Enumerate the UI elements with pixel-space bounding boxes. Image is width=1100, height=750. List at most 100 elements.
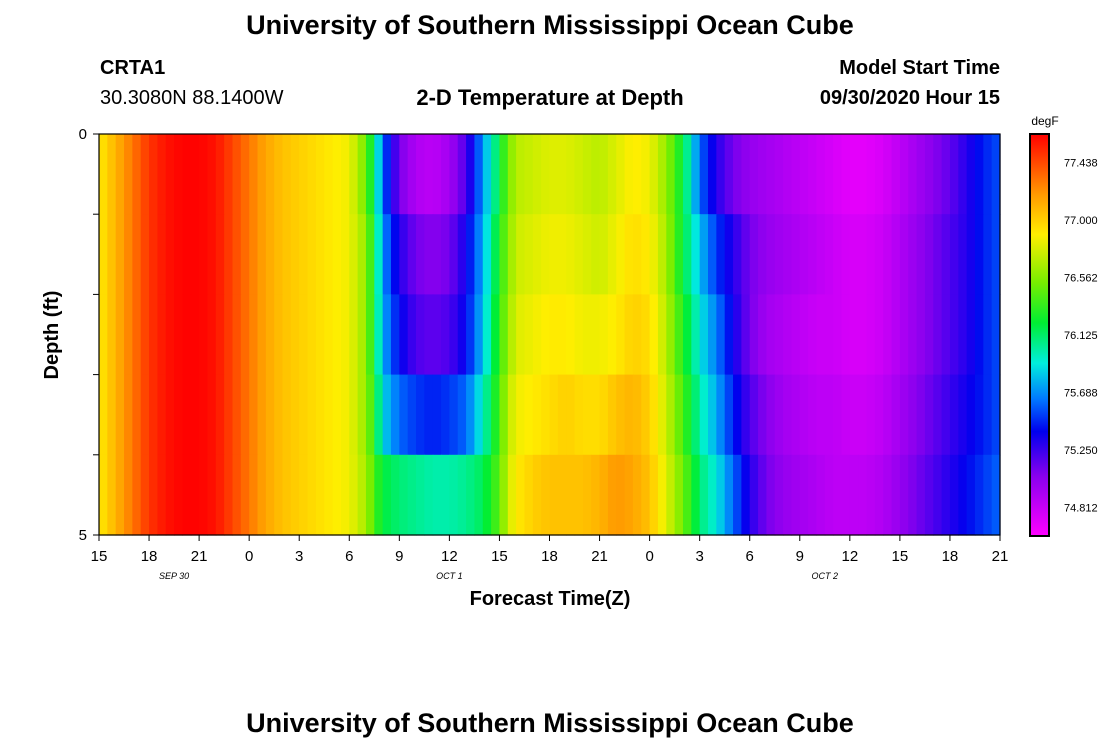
heatmap-cell — [849, 214, 859, 295]
heatmap-cell — [265, 374, 275, 456]
x-tick-label: 18 — [141, 548, 158, 565]
heatmap-cell — [307, 134, 317, 215]
heatmap-cell — [774, 294, 784, 376]
heatmap-cell — [107, 374, 117, 456]
heatmap-cell — [399, 134, 409, 215]
heatmap-cell — [315, 374, 325, 456]
heatmap-cell — [799, 294, 809, 376]
heatmap-cell — [941, 134, 951, 215]
heatmap-cell — [749, 374, 759, 456]
heatmap-cell — [816, 454, 826, 536]
heatmap-cell — [983, 134, 993, 215]
heatmap-cell — [966, 374, 976, 456]
heatmap-cell — [532, 294, 542, 376]
heatmap-cell — [616, 374, 626, 456]
heatmap-cell — [616, 294, 626, 376]
heatmap-cell — [824, 454, 834, 536]
heatmap-cell — [215, 374, 225, 456]
heatmap-cell — [424, 294, 434, 376]
heatmap-cell — [491, 294, 501, 376]
heatmap-cell — [708, 134, 717, 215]
heatmap-cell — [808, 294, 818, 376]
heatmap-cell — [307, 214, 317, 295]
heatmap-cell — [632, 214, 642, 295]
heatmap-cell — [541, 134, 551, 215]
heatmap-cell — [816, 294, 826, 376]
heatmap-cell — [390, 294, 400, 376]
heatmap-cell — [516, 454, 526, 536]
heatmap-cell — [566, 214, 576, 295]
heatmap-cell — [924, 454, 934, 536]
heatmap-cell — [524, 374, 534, 456]
heatmap-cell — [958, 374, 968, 456]
heatmap-cell — [624, 374, 634, 456]
heatmap-cell — [357, 294, 367, 376]
heatmap-cell — [290, 294, 300, 376]
heatmap-cell — [524, 454, 534, 536]
heatmap-cell — [557, 134, 567, 215]
heatmap-cell — [816, 374, 826, 456]
heatmap-cell — [566, 294, 576, 376]
heatmap-cell — [299, 134, 309, 215]
heatmap-cell — [449, 214, 459, 295]
heatmap-cell — [474, 214, 484, 295]
heatmap-cell — [224, 374, 234, 456]
heatmap-cell — [766, 454, 776, 536]
heatmap-cell — [574, 134, 584, 215]
heatmap-cell — [624, 454, 634, 536]
heatmap-cell — [783, 294, 793, 376]
footer-title: University of Southern Mississippi Ocean… — [246, 708, 854, 738]
heatmap-cell — [682, 294, 692, 376]
heatmap-cell — [858, 134, 868, 215]
heatmap-cell — [674, 374, 684, 456]
x-tick-label: 0 — [645, 548, 653, 565]
heatmap-cell — [107, 454, 117, 536]
model-start-label: Model Start Time — [839, 57, 1000, 79]
heatmap-cell — [816, 214, 826, 295]
heatmap-cell — [165, 294, 175, 376]
heatmap-cell — [516, 134, 526, 215]
heatmap-cell — [257, 374, 267, 456]
heatmap-cell — [891, 214, 901, 295]
heatmap-cell — [140, 454, 150, 536]
heatmap-cell — [849, 454, 859, 536]
heatmap-cell — [457, 374, 467, 456]
heatmap-cell — [107, 214, 117, 295]
heatmap-cell — [974, 454, 984, 536]
heatmap-cell — [841, 374, 851, 456]
heatmap-cell — [883, 294, 893, 376]
heatmap-cell — [516, 294, 526, 376]
heatmap-cell — [974, 294, 984, 376]
heatmap-cell — [766, 374, 776, 456]
heatmap-cell — [499, 134, 509, 215]
heatmap-cell — [657, 134, 667, 215]
heatmap-cell — [783, 214, 793, 295]
heatmap-cell — [157, 374, 167, 456]
heatmap-cell — [290, 214, 300, 295]
heatmap-cell — [449, 454, 459, 536]
heatmap-cell — [699, 374, 709, 456]
heatmap-cell — [983, 214, 993, 295]
heatmap-cell — [249, 374, 259, 456]
colorbar-tick-label: 75.688 — [1064, 387, 1098, 399]
heatmap-cell — [799, 454, 809, 536]
heatmap-cell — [382, 454, 392, 536]
y-tick-label: 5 — [79, 527, 87, 544]
heatmap-cell — [265, 294, 275, 376]
heatmap-cell — [632, 294, 642, 376]
heatmap-cell — [340, 374, 350, 456]
heatmap-cell — [691, 214, 701, 295]
heatmap-cell — [157, 454, 167, 536]
heatmap-cell — [733, 214, 742, 295]
heatmap-cell — [724, 134, 734, 215]
heatmap-cell — [207, 134, 217, 215]
heatmap-cell — [474, 134, 484, 215]
heatmap-cell — [140, 294, 150, 376]
heatmap-cell — [741, 134, 751, 215]
x-date-label: OCT 2 — [812, 571, 839, 581]
heatmap-cell — [382, 294, 392, 376]
heatmap-cell — [733, 454, 742, 536]
heatmap-cell — [749, 214, 759, 295]
heatmap-cell — [140, 374, 150, 456]
heatmap-cell — [432, 134, 442, 215]
